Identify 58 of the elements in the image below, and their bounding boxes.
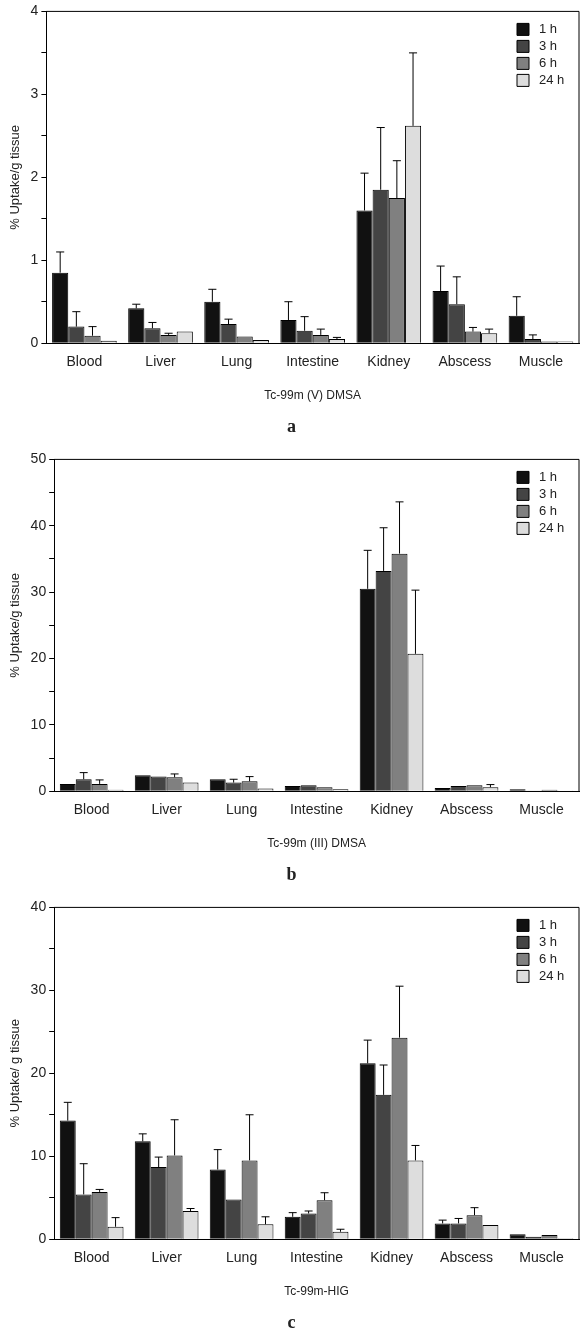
- x-tick-label: Muscle: [518, 353, 564, 370]
- y-tick-label: 0: [30, 334, 39, 351]
- x-tick-label: Blood: [73, 1249, 110, 1266]
- x-tick-label: Liver: [145, 353, 177, 370]
- legend-label: 1 h: [539, 916, 558, 932]
- legend-label: 6 h: [539, 54, 558, 70]
- y-tick-label: 2: [30, 168, 39, 185]
- x-tick-label: Lung: [221, 353, 253, 370]
- x-axis-title: Tc-99m-HIG: [284, 1283, 349, 1298]
- legend-label: 3 h: [539, 37, 558, 53]
- x-tick-label: Lung: [226, 801, 258, 818]
- x-tick-label: Blood: [66, 353, 103, 370]
- text: a: [287, 415, 296, 436]
- legend-label: 24 h: [539, 519, 565, 535]
- y-axis-title: % Uptake/ g tissue: [7, 1019, 23, 1128]
- y-axis-title: % Uptake/g tissue: [7, 572, 23, 678]
- x-tick-label: Intestine: [286, 353, 340, 370]
- x-tick-label: Lung: [226, 1249, 258, 1266]
- y-tick-label: 40: [30, 898, 47, 915]
- y-tick-label: 50: [30, 450, 47, 467]
- y-tick-label: 4: [30, 2, 39, 19]
- y-tick-label: 20: [30, 1064, 47, 1081]
- y-tick-label: 10: [30, 1147, 47, 1164]
- x-tick-label: Intestine: [290, 1249, 344, 1266]
- x-tick-label: Intestine: [290, 801, 344, 818]
- y-axis-title: % Uptake/g tissue: [7, 124, 23, 230]
- x-tick-label: Liver: [151, 1249, 183, 1266]
- legend-label: 1 h: [539, 20, 558, 36]
- y-tick-label: 30: [30, 981, 47, 998]
- x-tick-label: Abscess: [438, 353, 492, 370]
- x-tick-label: Muscle: [519, 1249, 564, 1266]
- text: b: [286, 863, 297, 884]
- y-tick-label: 0: [38, 782, 47, 799]
- y-tick-label: 10: [30, 715, 47, 732]
- y-tick-label: 40: [30, 516, 47, 533]
- legend-label: 3 h: [539, 933, 558, 949]
- x-axis-title: Tc-99m (V) DMSA: [264, 387, 362, 402]
- y-tick-label: 0: [38, 1230, 47, 1247]
- y-tick-label: 3: [30, 85, 39, 102]
- legend-label: 1 h: [539, 468, 558, 484]
- legend-label: 3 h: [539, 485, 558, 501]
- x-tick-label: Blood: [73, 801, 110, 818]
- legend-label: 6 h: [539, 950, 558, 966]
- text: c: [287, 1311, 296, 1332]
- y-tick-label: 30: [30, 582, 47, 599]
- x-axis-title: Tc-99m (III) DMSA: [267, 835, 366, 850]
- legend-label: 6 h: [539, 502, 558, 518]
- legend-label: 24 h: [539, 71, 565, 87]
- x-tick-label: Abscess: [440, 801, 493, 818]
- x-tick-label: Kidney: [367, 353, 411, 370]
- x-tick-label: Muscle: [519, 801, 564, 818]
- y-tick-label: 1: [30, 251, 39, 268]
- x-tick-label: Kidney: [370, 801, 413, 818]
- legend-label: 24 h: [539, 967, 565, 983]
- x-tick-label: Abscess: [440, 1249, 493, 1266]
- y-tick-label: 20: [30, 649, 47, 666]
- x-tick-label: Liver: [151, 801, 183, 818]
- x-tick-label: Kidney: [370, 1249, 413, 1266]
